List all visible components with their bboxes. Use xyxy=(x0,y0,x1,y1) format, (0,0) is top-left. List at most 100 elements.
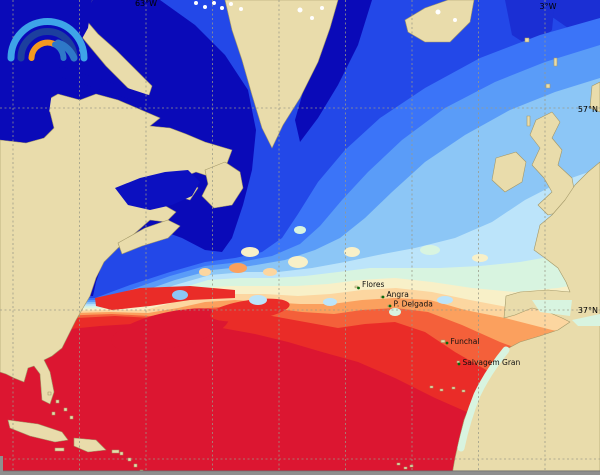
place-dot xyxy=(445,341,449,345)
logo-middle-arc-highlight xyxy=(54,39,78,62)
eddy xyxy=(241,247,259,257)
place-dot xyxy=(388,304,392,308)
island-speck xyxy=(354,285,358,289)
landmass-denmark xyxy=(589,81,600,113)
island-speck xyxy=(456,360,460,364)
eddy xyxy=(229,263,247,273)
island-speck xyxy=(119,451,124,456)
east-greenland-cold-water xyxy=(295,0,372,142)
landmass-orkney xyxy=(545,83,551,89)
gulf-of-st-lawrence-water xyxy=(115,170,200,210)
place-label-p-delgada: P. Delgada xyxy=(394,300,433,309)
landmass-newfoundland xyxy=(201,161,244,209)
landmass-hebrides xyxy=(526,115,531,127)
greenland-ice xyxy=(297,7,303,13)
island-speck xyxy=(47,391,52,396)
ice-speck xyxy=(203,5,207,9)
landmass-cape-verde xyxy=(396,462,414,470)
iceland-glacier xyxy=(453,18,457,22)
island-speck xyxy=(127,457,132,462)
logo-middle-arc xyxy=(17,28,78,62)
landmass-nova-scotia xyxy=(117,219,181,255)
logo-inner-blue-arc xyxy=(52,41,67,61)
eddy xyxy=(172,290,188,300)
eddy xyxy=(249,295,267,305)
window-bottom-chrome xyxy=(0,470,600,475)
landmass-bahamas xyxy=(47,391,74,420)
ice-speck xyxy=(239,7,243,11)
hudson-strait-water xyxy=(57,67,153,105)
logo-orange-arc xyxy=(28,39,58,61)
ice-speck xyxy=(220,6,224,10)
eddy xyxy=(389,308,401,316)
landmass-iceland xyxy=(404,0,475,43)
landmass-greenland xyxy=(224,0,339,149)
ice-speck xyxy=(229,2,233,6)
eddy xyxy=(294,226,306,234)
place-label-salvagem-gran: Salvagem Gran xyxy=(463,358,521,367)
gulf-of-cadiz-water xyxy=(532,300,572,316)
landmass-canary-islands xyxy=(429,385,466,393)
place-dot xyxy=(457,362,461,366)
greenland-ice xyxy=(310,16,314,20)
landmass-shetland xyxy=(553,57,558,67)
sea-ice-specks xyxy=(194,1,457,22)
iceland-glacier xyxy=(435,9,441,15)
landmass-faroe xyxy=(524,37,530,43)
place-markers: Flores Angra P. Delgada Funchal Salvagem… xyxy=(357,280,521,367)
james-bay-water xyxy=(27,105,49,139)
island-speck xyxy=(439,388,444,392)
place-dot xyxy=(381,295,385,299)
landmass-jamaica xyxy=(54,447,65,452)
eddy xyxy=(323,298,337,306)
parallel-label: 57°N xyxy=(578,105,598,114)
window-bottom-chrome-edge xyxy=(0,470,600,472)
island-speck xyxy=(69,415,74,420)
place-label-funchal: Funchal xyxy=(451,337,480,346)
island-speck xyxy=(396,462,401,466)
ice-speck xyxy=(194,1,198,5)
eddy xyxy=(437,296,453,304)
island-speck xyxy=(461,389,466,393)
greenland-ice xyxy=(320,6,324,10)
island-speck xyxy=(403,466,408,470)
island-speck xyxy=(63,407,68,412)
ice-speck xyxy=(212,1,216,5)
island-speck xyxy=(51,411,56,416)
island-speck xyxy=(55,399,60,404)
eddy xyxy=(199,268,211,276)
window-left-chrome xyxy=(0,456,3,475)
landmass-puerto-rico xyxy=(111,449,120,454)
eddy xyxy=(263,268,277,276)
eddy xyxy=(344,247,360,257)
gulf-stream-eddies xyxy=(95,226,488,352)
graticule-labels: 63°W 3°W 57°N 37°N xyxy=(135,0,598,315)
place-dot xyxy=(357,286,360,290)
warm-core xyxy=(111,308,229,352)
parallel-label: 37°N xyxy=(578,306,598,315)
eddy xyxy=(420,245,440,255)
warm-tongue xyxy=(95,286,235,310)
warm-streak xyxy=(210,298,290,322)
sst-band xyxy=(0,324,600,475)
eddy xyxy=(472,254,488,262)
logo-outer-arc xyxy=(7,18,88,62)
landmass-hispaniola xyxy=(73,437,107,453)
place-label-flores: Flores xyxy=(362,280,385,289)
meridian-label: 63°W xyxy=(135,0,157,8)
eddy xyxy=(288,256,308,268)
island-speck xyxy=(429,385,434,389)
meridian-label: 3°W xyxy=(540,2,557,11)
island-speck xyxy=(409,464,414,468)
island-speck xyxy=(451,386,456,390)
canary-upwelling-water xyxy=(457,346,510,452)
mediterranean-water xyxy=(572,314,600,326)
place-label-angra: Angra xyxy=(387,290,409,299)
island-speck xyxy=(133,463,138,468)
rainbow-arcs-logo-icon xyxy=(7,18,88,62)
landmass-ireland xyxy=(491,151,527,193)
